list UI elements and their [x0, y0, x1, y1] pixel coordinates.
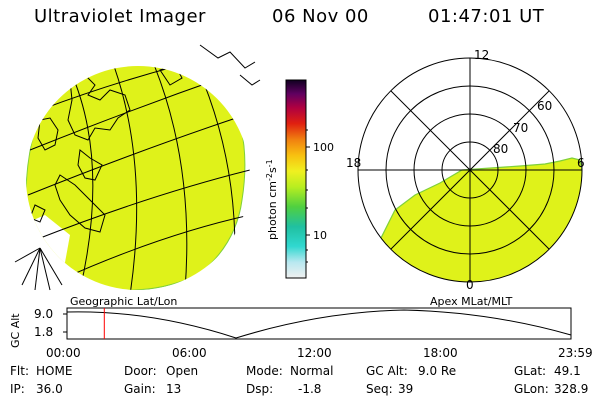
geographic-polar-lines — [14, 247, 63, 291]
timeline-xtick-0600: 06:00 — [172, 346, 207, 360]
gain-label: Gain: — [124, 382, 156, 396]
geographic-outer-coastlines — [199, 44, 261, 86]
dsp-label: Dsp: — [246, 382, 274, 396]
observation-date: 06 Nov 00 — [272, 6, 369, 27]
glon-label: GLon: — [514, 382, 549, 396]
altitude-curve — [66, 309, 572, 339]
ip-label: IP: — [10, 382, 25, 396]
polar-map-label: Apex MLat/MLT — [430, 295, 513, 308]
mlt-label-6: 6 — [577, 156, 585, 170]
timeline-xtick-1800: 18:00 — [423, 346, 458, 360]
glat-value: 49.1 — [554, 364, 581, 378]
mlat-label-80: 80 — [493, 142, 508, 156]
mlt-label-12: 12 — [474, 48, 489, 62]
colorbar-ticks — [306, 129, 310, 263]
flt-value: HOME — [36, 364, 73, 378]
glon-value: 328.9 — [554, 382, 589, 396]
timeline-ytick-1-8: 1.8 — [34, 325, 53, 339]
mlat-label-60: 60 — [537, 99, 552, 113]
gain-value: 13 — [166, 382, 182, 396]
timeline-xtick-2359: 23:59 — [558, 346, 593, 360]
colorbar-tick-100: 100 — [313, 141, 334, 154]
geographic-map-label: Geographic Lat/Lon — [70, 295, 177, 308]
timeline-xtick-0000: 00:00 — [46, 346, 81, 360]
flt-label: Flt: — [10, 364, 29, 378]
gc-alt-label: GC Alt: — [366, 364, 408, 378]
timeline-ylabel: GC Alt — [9, 313, 22, 348]
altitude-timeline: 9.0 1.8 GC Alt 00:00 06:00 12:00 18:00 2… — [9, 307, 593, 360]
seq-label: Seq: — [366, 382, 393, 396]
timeline-frame — [66, 307, 572, 340]
colorbar: 100 10 photon cm-2s-1 — [265, 79, 334, 279]
mode-label: Mode: — [246, 364, 283, 378]
seq-value: 39 — [398, 382, 414, 396]
mode-value: Normal — [290, 364, 334, 378]
mlt-label-0: 0 — [466, 278, 474, 292]
colorbar-unit-label: photon cm-2s-1 — [265, 159, 279, 240]
instrument-title: Ultraviolet Imager — [34, 6, 206, 27]
glat-label: GLat: — [514, 364, 547, 378]
mlt-label-18: 18 — [346, 156, 361, 170]
timeline-xtick-1200: 12:00 — [297, 346, 332, 360]
door-value: Open — [166, 364, 199, 378]
geographic-map — [14, 44, 261, 291]
ip-value: 36.0 — [36, 382, 63, 396]
polar-grid — [357, 57, 583, 283]
door-label: Door: — [124, 364, 157, 378]
polar-map: 12 18 6 0 60 70 80 — [346, 48, 585, 292]
timeline-ytick-9: 9.0 — [34, 307, 53, 321]
observation-time: 01:47:01 UT — [428, 6, 545, 27]
mlat-label-70: 70 — [513, 121, 528, 135]
colorbar-tick-10: 10 — [313, 229, 327, 242]
dsp-value: -1.8 — [298, 382, 322, 396]
gc-alt-value: 9.0 Re — [418, 364, 457, 378]
